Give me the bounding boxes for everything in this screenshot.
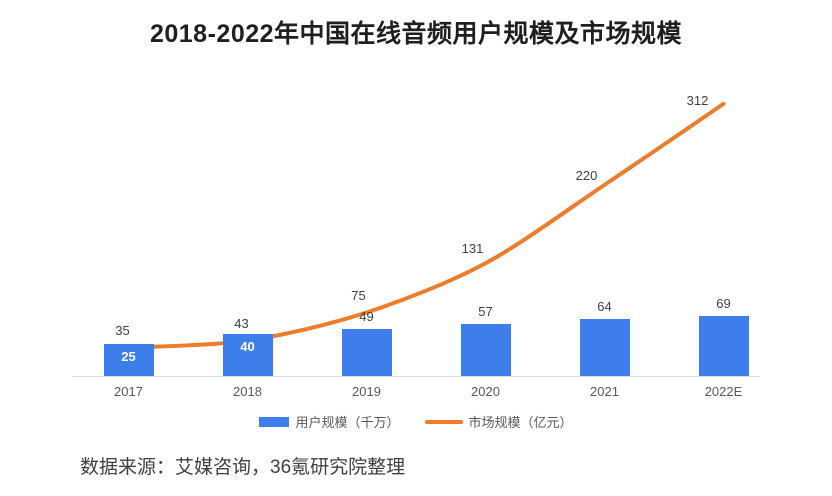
chart-title: 2018-2022年中国在线音频用户规模及市场规模: [149, 20, 683, 48]
legend-item-users: 用户规模（千万）: [259, 412, 400, 431]
line-value-label: 312: [686, 92, 709, 108]
legend: 用户规模（千万） 市场规模（亿元）: [0, 412, 832, 431]
line-value-label: 75: [351, 287, 366, 303]
line-value-label: 35: [115, 322, 130, 338]
user-scale-bar: [579, 319, 630, 376]
bar-value-label: 64: [597, 299, 612, 315]
user-scale-bar: [341, 328, 392, 376]
user-scale-bar: [103, 343, 154, 376]
x-tick-label: 2019: [352, 384, 381, 399]
line-value-label: 43: [234, 315, 249, 331]
x-tick-label: 2018: [233, 384, 262, 399]
line-value-label: 220: [575, 167, 598, 183]
bar-value-label: 49: [359, 308, 374, 324]
data-source-note: 数据来源：艾媒咨询，36氪研究院整理: [80, 457, 406, 478]
bar-value-label: 40: [240, 339, 255, 355]
line-series-swatch-icon: [424, 419, 463, 424]
user-scale-bar: [222, 334, 273, 376]
market-scale-line: [126, 101, 726, 350]
bar-value-label: 57: [478, 303, 493, 319]
x-tick-label: 2017: [114, 384, 143, 399]
legend-item-market: 市场规模（亿元）: [424, 412, 573, 431]
x-tick-label: 2020: [471, 384, 500, 399]
x-tick-label: 2021: [590, 384, 619, 399]
bar-value-label: 69: [716, 296, 731, 312]
x-axis-line: [72, 376, 760, 377]
legend-label-market: 市场规模（亿元）: [468, 415, 573, 430]
legend-label-users: 用户规模（千万）: [295, 415, 400, 430]
user-scale-bar: [698, 316, 749, 376]
bar-value-label: 25: [121, 348, 136, 364]
bar-series-swatch-icon: [259, 416, 290, 427]
x-tick-label: 2022E: [704, 384, 743, 399]
line-value-label: 131: [461, 241, 484, 257]
user-scale-bar: [460, 323, 511, 376]
